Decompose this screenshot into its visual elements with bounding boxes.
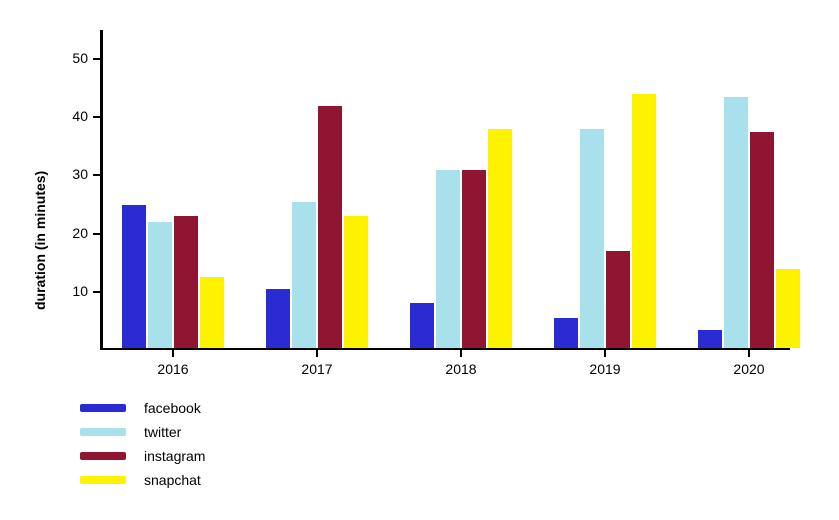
bar: [436, 170, 460, 348]
legend-label: facebook: [144, 400, 201, 416]
bar: [174, 216, 198, 347]
legend-label: snapchat: [144, 472, 201, 488]
y-tick-label: 40: [48, 108, 88, 124]
legend: facebook twitter instagram snapchat: [80, 400, 205, 496]
bar: [266, 289, 290, 348]
bar: [148, 222, 172, 348]
bar: [344, 216, 368, 347]
bar: [200, 277, 224, 347]
bar: [632, 94, 656, 348]
x-axis-line: [100, 348, 790, 351]
bar: [724, 97, 748, 348]
legend-label: twitter: [144, 424, 181, 440]
x-tick-label: 2019: [589, 361, 620, 377]
x-tick: [172, 350, 174, 357]
y-tick-label: 10: [48, 283, 88, 299]
bar: [488, 129, 512, 348]
legend-swatch: [80, 428, 126, 436]
y-tick: [93, 58, 100, 60]
y-axis-line: [100, 30, 103, 350]
bar: [776, 269, 800, 348]
legend-item: instagram: [80, 448, 205, 464]
bar: [698, 330, 722, 348]
x-tick-label: 2016: [157, 361, 188, 377]
chart-frame: duration (in minutes) 102030405020162017…: [0, 0, 839, 520]
bar: [122, 205, 146, 348]
legend-swatch: [80, 404, 126, 412]
legend-item: facebook: [80, 400, 205, 416]
x-tick: [460, 350, 462, 357]
legend-item: snapchat: [80, 472, 205, 488]
x-tick: [316, 350, 318, 357]
legend-swatch: [80, 452, 126, 460]
y-tick: [93, 116, 100, 118]
legend-item: twitter: [80, 424, 205, 440]
y-tick-label: 20: [48, 225, 88, 241]
legend-swatch: [80, 476, 126, 484]
x-tick-label: 2018: [445, 361, 476, 377]
bar: [750, 132, 774, 348]
y-tick: [93, 233, 100, 235]
bar: [318, 106, 342, 348]
bar: [554, 318, 578, 348]
bar: [410, 303, 434, 347]
plot-area: 102030405020162017201820192020: [100, 30, 790, 350]
x-tick-label: 2017: [301, 361, 332, 377]
y-tick: [93, 291, 100, 293]
y-tick-label: 30: [48, 166, 88, 182]
bar: [606, 251, 630, 347]
y-tick-label: 50: [48, 50, 88, 66]
legend-label: instagram: [144, 448, 205, 464]
x-tick: [748, 350, 750, 357]
x-tick: [604, 350, 606, 357]
x-tick-label: 2020: [733, 361, 764, 377]
bar: [462, 170, 486, 348]
bar: [292, 202, 316, 348]
bar: [580, 129, 604, 348]
y-tick: [93, 174, 100, 176]
y-axis-title: duration (in minutes): [32, 171, 48, 310]
